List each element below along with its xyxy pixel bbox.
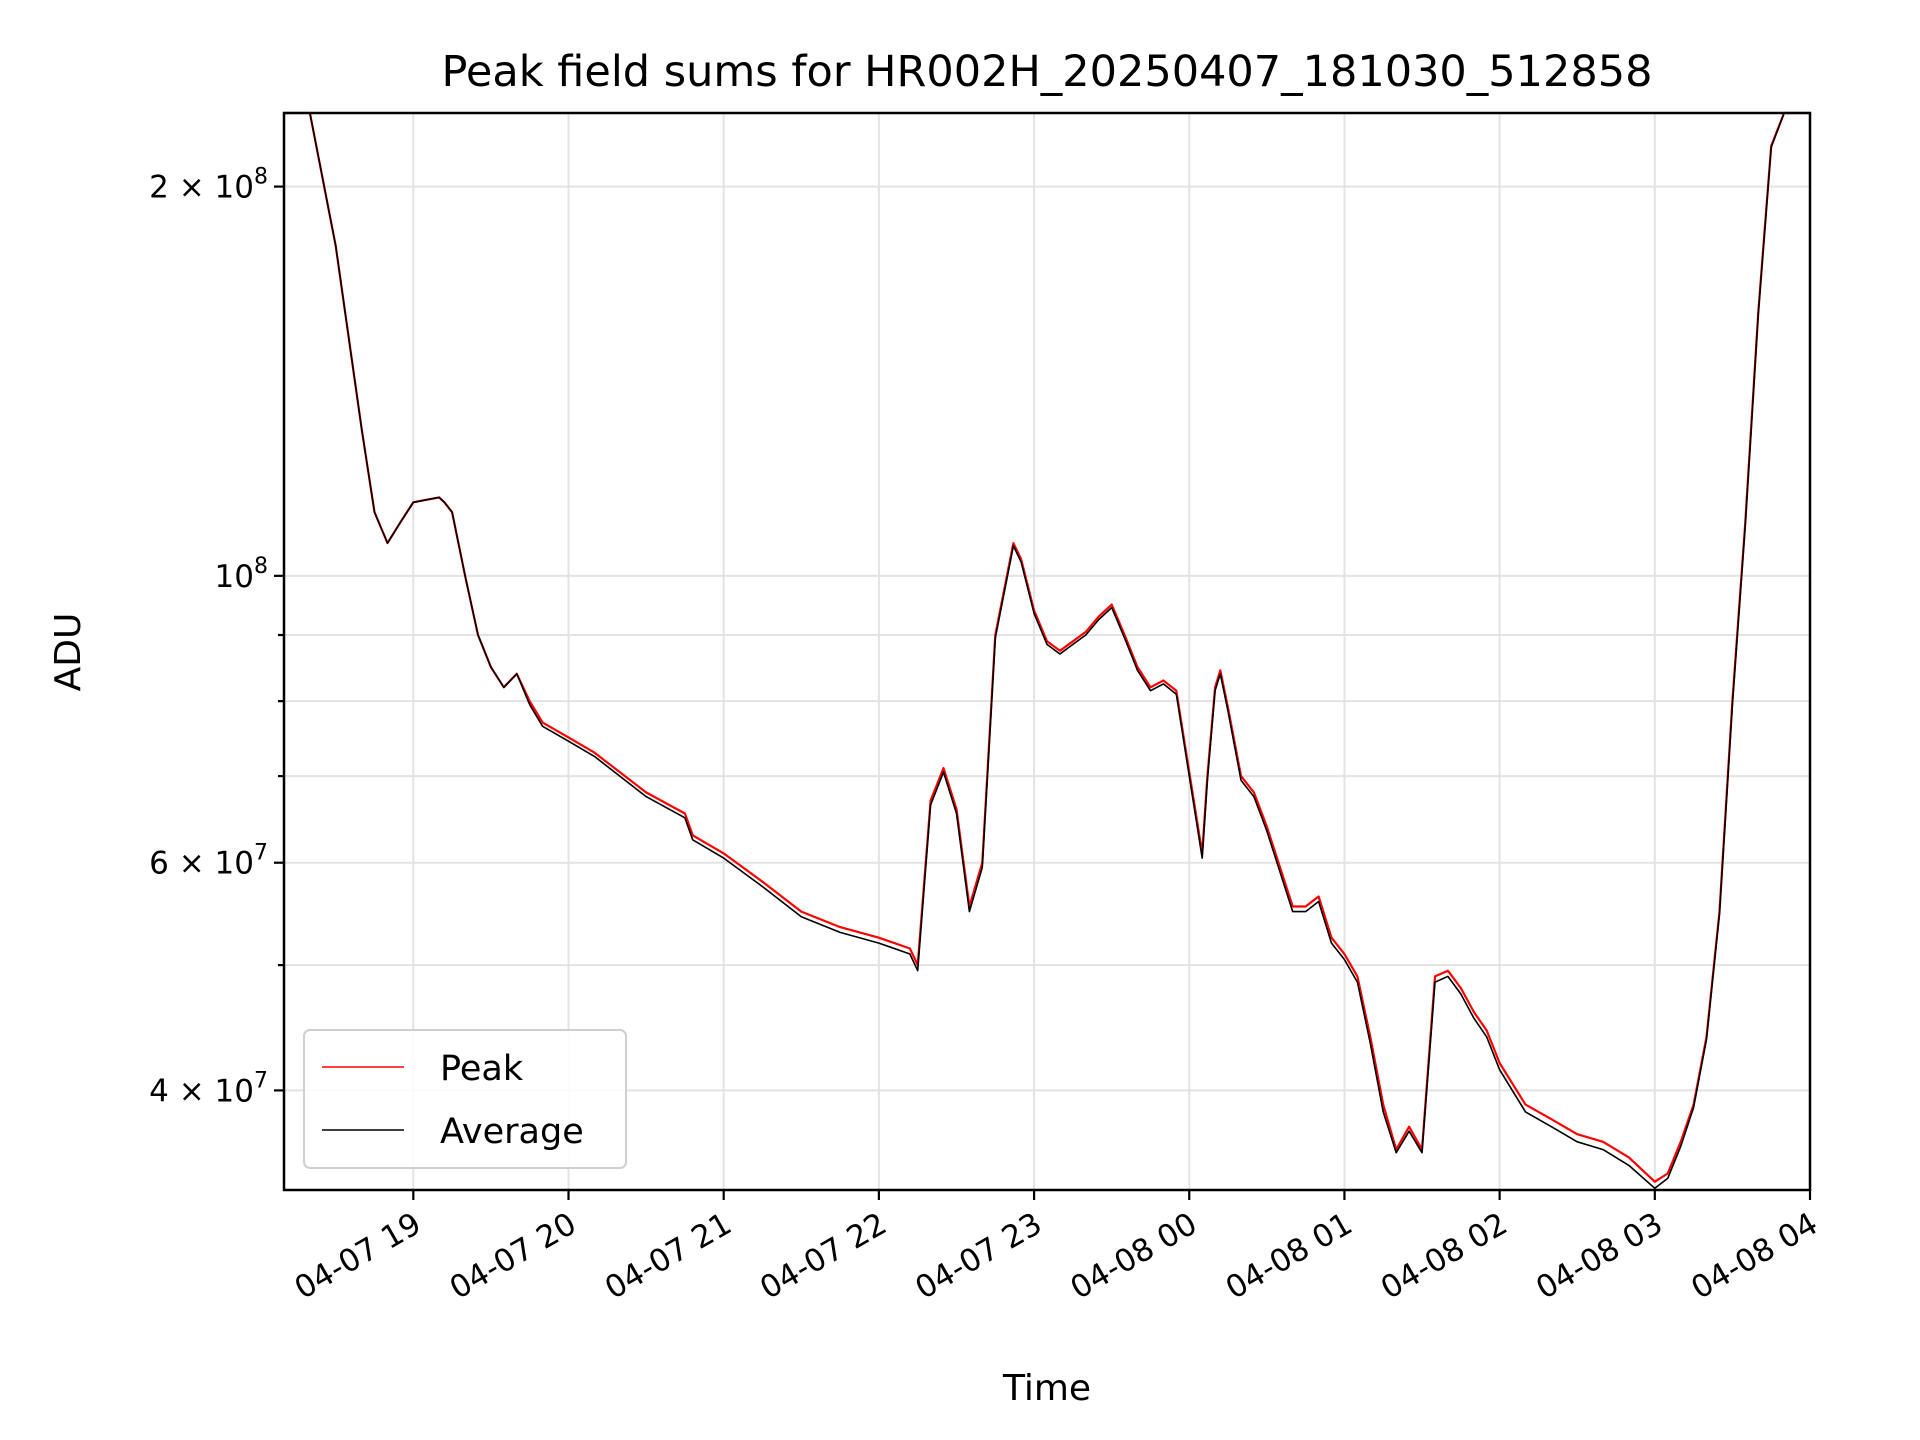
y-axis-label: ADU bbox=[48, 613, 89, 692]
x-axis: 04-07 19 04-07 20 04-07 21 04-07 22 04-07 23… bbox=[289, 1190, 1824, 1307]
x-tick-label: 04-07 20 bbox=[444, 1206, 583, 1307]
x-tick-label: 04-07 23 bbox=[909, 1206, 1048, 1307]
legend-label-average: Average bbox=[440, 1112, 584, 1152]
x-tick-label: 04-08 04 bbox=[1685, 1206, 1824, 1307]
y-tick-label: 4 × 107 bbox=[149, 1068, 268, 1109]
series-line-peak bbox=[284, 111, 1810, 1183]
x-axis-label: Time bbox=[1002, 1368, 1091, 1409]
x-tick-label: 04-08 01 bbox=[1220, 1206, 1359, 1307]
legend: Peak Average bbox=[303, 1029, 627, 1169]
x-tick-label: 04-07 22 bbox=[754, 1206, 893, 1307]
y-tick-label: 6 × 107 bbox=[149, 841, 268, 882]
legend-label-peak: Peak bbox=[440, 1049, 524, 1089]
x-tick-label: 04-08 02 bbox=[1375, 1206, 1514, 1307]
y-axis: 2 × 108 108 6 × 107 4 × 107 bbox=[149, 165, 284, 1109]
x-tick-label: 04-07 19 bbox=[289, 1206, 428, 1307]
x-tick-label: 04-07 21 bbox=[599, 1206, 738, 1307]
legend-box bbox=[303, 1029, 627, 1169]
x-tick-label: 04-08 03 bbox=[1530, 1206, 1669, 1307]
plot-frame bbox=[282, 111, 1812, 1192]
grid bbox=[284, 113, 1811, 1190]
plot-area bbox=[284, 111, 1810, 1190]
series-line-average bbox=[284, 112, 1810, 1190]
chart-title: Peak field sums for HR002H_20250407_1810… bbox=[442, 47, 1653, 97]
y-tick-label: 108 bbox=[215, 554, 268, 595]
y-tick-label: 2 × 108 bbox=[149, 165, 268, 206]
x-tick-label: 04-08 00 bbox=[1065, 1206, 1204, 1307]
